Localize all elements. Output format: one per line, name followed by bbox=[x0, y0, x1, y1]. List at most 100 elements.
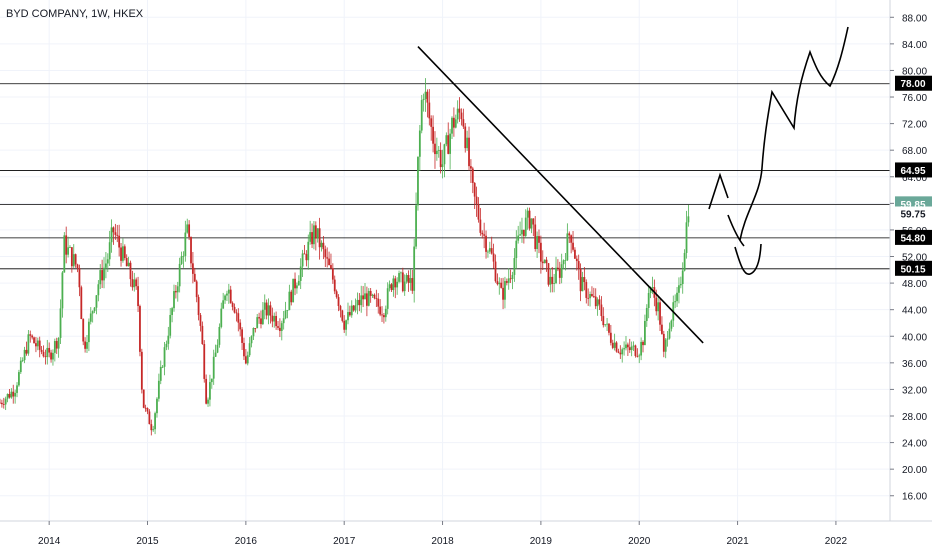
candle-body bbox=[97, 284, 100, 296]
candle-body bbox=[409, 278, 412, 283]
candle-body bbox=[328, 258, 330, 266]
candle-body bbox=[398, 273, 400, 282]
candle-body bbox=[129, 262, 132, 280]
candle-body bbox=[278, 327, 281, 331]
candle-body bbox=[239, 322, 242, 330]
candle-body bbox=[661, 324, 663, 334]
candle-body bbox=[122, 246, 124, 261]
candle-body bbox=[651, 287, 654, 288]
candle-body bbox=[575, 258, 578, 262]
candle-body bbox=[299, 266, 302, 281]
candle-body bbox=[36, 340, 39, 347]
y-tick-label: 84.00 bbox=[902, 40, 927, 51]
candle-body bbox=[541, 261, 544, 264]
candle-body bbox=[27, 334, 30, 354]
candle-body bbox=[311, 232, 313, 245]
candle-body bbox=[348, 312, 351, 316]
candle-body bbox=[131, 279, 134, 288]
candle-body bbox=[532, 218, 535, 225]
candle-body bbox=[116, 234, 119, 236]
candle-body bbox=[657, 302, 660, 312]
candle-body bbox=[318, 228, 321, 248]
candle-body bbox=[74, 254, 77, 265]
candle-body bbox=[241, 329, 243, 343]
candle-body bbox=[534, 224, 537, 249]
candle-body bbox=[609, 332, 612, 343]
candle-body bbox=[284, 310, 287, 319]
candle-body bbox=[509, 278, 512, 280]
candle-body bbox=[687, 216, 690, 223]
candle-body bbox=[87, 321, 90, 343]
candle-body bbox=[551, 276, 554, 284]
candle-body bbox=[428, 102, 431, 119]
candle-body bbox=[76, 264, 79, 268]
candle-body bbox=[630, 346, 633, 351]
candle-body bbox=[628, 347, 631, 351]
candle-body bbox=[557, 267, 559, 269]
candle-body bbox=[583, 277, 586, 283]
candle-body bbox=[127, 262, 130, 267]
candle-body bbox=[591, 294, 593, 297]
candle-body bbox=[464, 126, 467, 149]
candle-body bbox=[140, 351, 143, 390]
candle-body bbox=[146, 408, 149, 412]
candle-body bbox=[483, 234, 486, 236]
candle-body bbox=[330, 265, 332, 269]
candle-body bbox=[258, 317, 260, 319]
price-badge-label: 50.15 bbox=[900, 264, 925, 275]
y-tick-label: 44.00 bbox=[902, 306, 927, 317]
candle-body bbox=[44, 356, 47, 358]
candle-body bbox=[235, 312, 238, 314]
candle-body bbox=[4, 398, 7, 405]
candle-body bbox=[375, 298, 378, 299]
price-badge-label: 54.80 bbox=[900, 233, 925, 244]
y-tick-label: 80.00 bbox=[902, 66, 927, 77]
candle-body bbox=[432, 126, 434, 144]
candle-body bbox=[592, 296, 595, 297]
trendline[interactable] bbox=[417, 45, 704, 344]
candle-body bbox=[99, 270, 102, 285]
candle-body bbox=[309, 232, 312, 242]
candle-body bbox=[40, 349, 43, 352]
candle-body bbox=[341, 310, 344, 321]
candle-body bbox=[25, 349, 28, 354]
time-axis[interactable]: 2014 2015 2016 2017 2018 2019 2020 2021 2022 bbox=[38, 521, 847, 547]
candle-body bbox=[369, 290, 372, 296]
candle-body bbox=[502, 287, 504, 300]
candle-body bbox=[526, 210, 529, 218]
candle-body bbox=[415, 205, 417, 247]
candle-body bbox=[142, 389, 145, 408]
candle-body bbox=[10, 391, 13, 398]
candle-body bbox=[21, 360, 24, 361]
candle-body bbox=[275, 315, 278, 327]
candle-body bbox=[555, 267, 557, 284]
y-tick-label: 88.00 bbox=[902, 13, 927, 24]
candle-body bbox=[452, 117, 455, 128]
candle-body bbox=[545, 259, 548, 264]
candle-body bbox=[524, 217, 527, 236]
candle-body bbox=[320, 242, 323, 248]
candle-body bbox=[72, 254, 75, 267]
candle-body bbox=[271, 315, 274, 322]
candle-body bbox=[118, 235, 121, 248]
y-tick-label: 20.00 bbox=[902, 465, 927, 476]
candle-body bbox=[171, 308, 173, 315]
candle-body bbox=[413, 246, 416, 291]
candle-body bbox=[176, 286, 179, 293]
candle-body bbox=[252, 328, 255, 337]
candle-body bbox=[640, 341, 643, 356]
candle-body bbox=[31, 335, 34, 338]
candle-body bbox=[210, 378, 213, 383]
candle-body bbox=[101, 270, 104, 281]
candle-body bbox=[417, 156, 419, 206]
candle-body bbox=[644, 320, 646, 346]
candle-body bbox=[294, 278, 296, 289]
candle-body bbox=[390, 284, 393, 291]
y-tick-label: 64.00 bbox=[902, 173, 927, 184]
candle-body bbox=[14, 392, 17, 397]
price-badge-label: 78.00 bbox=[900, 79, 925, 90]
candle-body bbox=[8, 393, 11, 398]
candle-body bbox=[505, 281, 508, 283]
candle-body bbox=[358, 299, 361, 306]
